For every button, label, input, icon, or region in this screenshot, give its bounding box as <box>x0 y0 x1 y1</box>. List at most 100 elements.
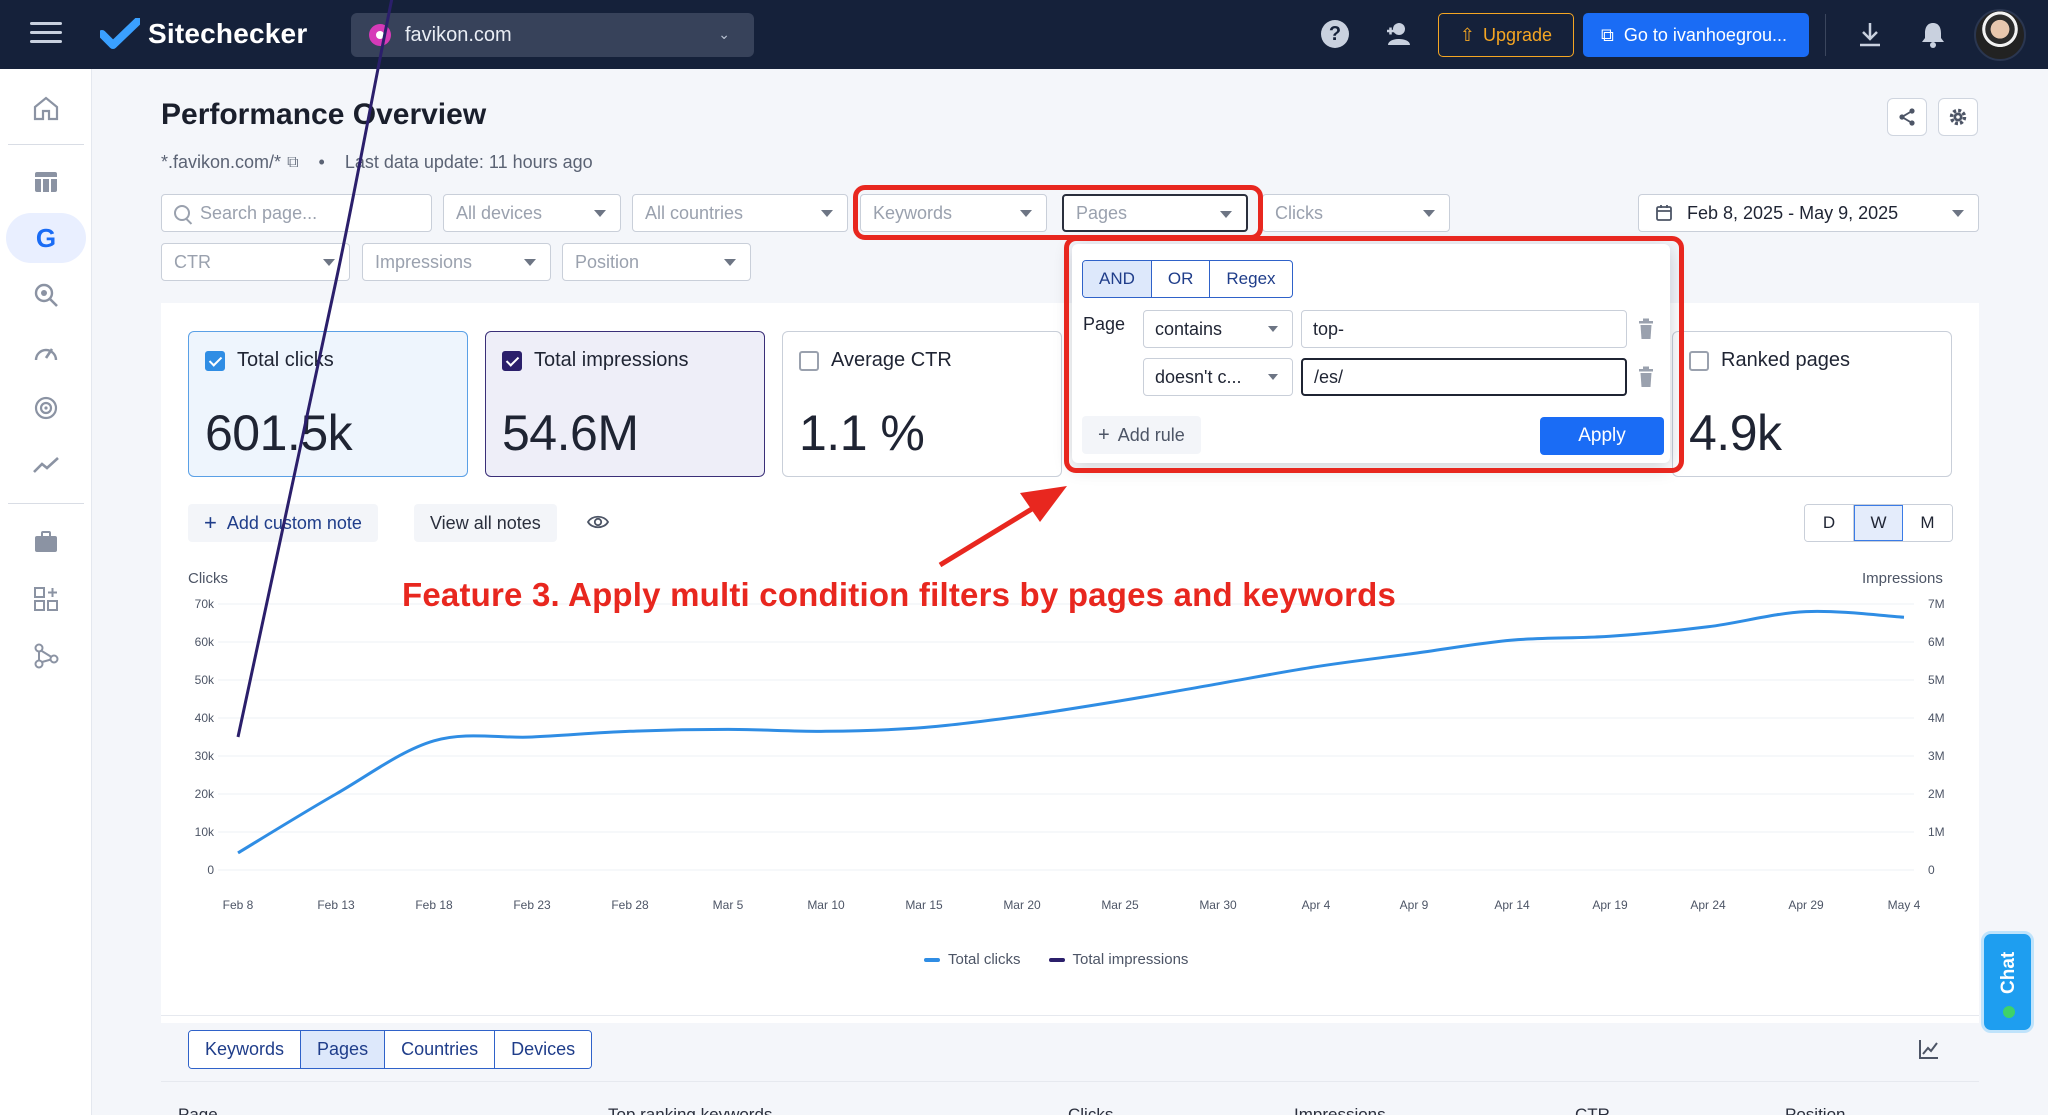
caret-down-icon <box>1220 211 1232 218</box>
eye-icon[interactable] <box>586 512 610 537</box>
add-custom-note-button[interactable]: + Add custom note <box>188 504 378 542</box>
checkbox[interactable] <box>799 351 819 371</box>
trash-icon[interactable] <box>1638 366 1654 388</box>
separator-dot: • <box>318 152 325 172</box>
caret-down-icon <box>1268 326 1278 332</box>
keyword-research-icon[interactable] <box>6 270 86 320</box>
divider <box>161 1015 1979 1016</box>
field-label: Page <box>1083 314 1126 334</box>
countries-filter[interactable]: All countries <box>632 194 848 232</box>
clicks-filter[interactable]: Clicks <box>1262 194 1450 232</box>
logic-regex[interactable]: Regex <box>1226 269 1276 288</box>
col-top-ranking-keywords[interactable]: Top ranking keywords <box>608 1105 773 1115</box>
brand-logo[interactable]: Sitechecker <box>98 16 308 52</box>
sidebar: G <box>0 69 92 1115</box>
apply-button[interactable]: Apply <box>1540 417 1664 455</box>
share-button[interactable] <box>1887 98 1927 136</box>
search-input[interactable]: Search page... <box>161 194 432 232</box>
caret-down-icon <box>1423 210 1435 217</box>
y2-axis-title: Impressions <box>1862 570 1943 587</box>
trend-line-icon[interactable] <box>6 440 86 490</box>
ctr-filter[interactable]: CTR <box>161 243 350 281</box>
keywords-filter[interactable]: Keywords <box>860 194 1047 232</box>
bell-icon[interactable] <box>1917 18 1949 50</box>
date-range-picker[interactable]: Feb 8, 2025 - May 9, 2025 <box>1638 194 1979 232</box>
tab-countries[interactable]: Countries <box>385 1031 496 1068</box>
settings-button[interactable] <box>1938 98 1978 136</box>
online-status-dot <box>2003 1006 2015 1018</box>
rule-1-operator[interactable]: contains <box>1143 310 1293 348</box>
col-page[interactable]: Page <box>178 1105 218 1115</box>
legend-total-clicks[interactable]: Total clicks <box>924 951 1021 968</box>
col-impressions[interactable]: Impressions <box>1294 1105 1386 1115</box>
checkbox[interactable] <box>205 351 225 371</box>
legend-total-impressions[interactable]: Total impressions <box>1048 951 1188 968</box>
tab-pages[interactable]: Pages <box>301 1031 386 1068</box>
logic-and[interactable]: AND <box>1083 261 1152 297</box>
rule-2-value[interactable] <box>1301 358 1627 396</box>
plus-icon: + <box>1098 423 1110 446</box>
add-widget-icon[interactable] <box>6 574 86 624</box>
devices-filter[interactable]: All devices <box>443 194 621 232</box>
divider <box>161 1081 1979 1082</box>
caret-down-icon <box>323 259 335 266</box>
y-axis-title: Clicks <box>188 570 228 587</box>
brand-name: Sitechecker <box>148 18 308 49</box>
plus-icon: + <box>204 510 217 535</box>
page-subtitle: *.favikon.com/* ⧉ • Last data update: 11… <box>161 152 593 173</box>
metric-ranked-pages[interactable]: Ranked pages 4.9k <box>1672 331 1952 477</box>
speedometer-icon[interactable] <box>6 327 86 377</box>
help-icon[interactable]: ? <box>1319 18 1351 50</box>
impressions-filter[interactable]: Impressions <box>362 243 551 281</box>
granularity-toggle: D W M <box>1804 504 1953 542</box>
metric-total-clicks[interactable]: Total clicks 601.5k <box>188 331 468 477</box>
calendar-icon <box>1656 205 1672 221</box>
target-icon[interactable] <box>6 383 86 433</box>
tab-devices[interactable]: Devices <box>495 1031 592 1068</box>
granularity-week[interactable]: W <box>1854 505 1903 541</box>
home-icon[interactable] <box>6 83 86 133</box>
external-link-icon[interactable]: ⧉ <box>287 153 299 171</box>
tab-keywords[interactable]: Keywords <box>189 1031 302 1068</box>
checkbox[interactable] <box>1689 351 1709 371</box>
table-tabs: Keywords Pages Countries Devices <box>188 1030 593 1069</box>
dashboard-icon[interactable] <box>6 157 86 207</box>
add-rule-button[interactable]: + Add rule <box>1082 416 1201 454</box>
site-selector[interactable]: favikon.com ⌄ <box>351 13 754 57</box>
go-to-account-button[interactable]: ⧉ Go to ivanhoegrou... <box>1583 13 1809 57</box>
col-position[interactable]: Position <box>1785 1105 1846 1115</box>
briefcase-icon[interactable] <box>6 517 86 567</box>
upgrade-button[interactable]: ⇧ Upgrade <box>1438 13 1574 57</box>
logic-or[interactable]: OR <box>1152 261 1211 297</box>
chart-legend: Total clicks Total impressions <box>924 951 1188 968</box>
checkmark-logo-icon <box>98 17 142 50</box>
pages-filter[interactable]: Pages <box>1062 194 1248 232</box>
trash-icon[interactable] <box>1638 318 1654 340</box>
col-clicks[interactable]: Clicks <box>1068 1105 1114 1115</box>
chat-widget[interactable]: Chat <box>1981 931 2034 1033</box>
network-icon[interactable] <box>6 631 86 681</box>
google-search-console-icon[interactable]: G <box>6 213 86 263</box>
favicon-icon <box>369 24 391 46</box>
metric-average-ctr[interactable]: Average CTR 1.1 % <box>782 331 1062 477</box>
view-all-notes-button[interactable]: View all notes <box>414 504 557 542</box>
metric-total-impressions[interactable]: Total impressions 54.6M <box>485 331 765 477</box>
col-ctr[interactable]: CTR <box>1575 1105 1610 1115</box>
avatar[interactable] <box>1974 9 2026 61</box>
checkbox[interactable] <box>502 351 522 371</box>
caret-down-icon <box>524 259 536 266</box>
chart-toggle-icon[interactable] <box>1918 1038 1940 1065</box>
domain-link[interactable]: *.favikon.com/* <box>161 152 282 172</box>
rule-1-value[interactable] <box>1301 310 1627 348</box>
download-icon[interactable] <box>1854 18 1886 50</box>
granularity-day[interactable]: D <box>1805 505 1854 541</box>
menu-icon[interactable] <box>30 22 62 46</box>
add-user-icon[interactable] <box>1384 18 1416 50</box>
site-name: favikon.com <box>405 23 512 46</box>
rule-2-operator[interactable]: doesn't c... <box>1143 358 1293 396</box>
caret-down-icon <box>821 210 833 217</box>
position-filter[interactable]: Position <box>562 243 751 281</box>
caret-down-icon <box>724 259 736 266</box>
caret-down-icon <box>1952 210 1964 217</box>
granularity-month[interactable]: M <box>1903 505 1952 541</box>
